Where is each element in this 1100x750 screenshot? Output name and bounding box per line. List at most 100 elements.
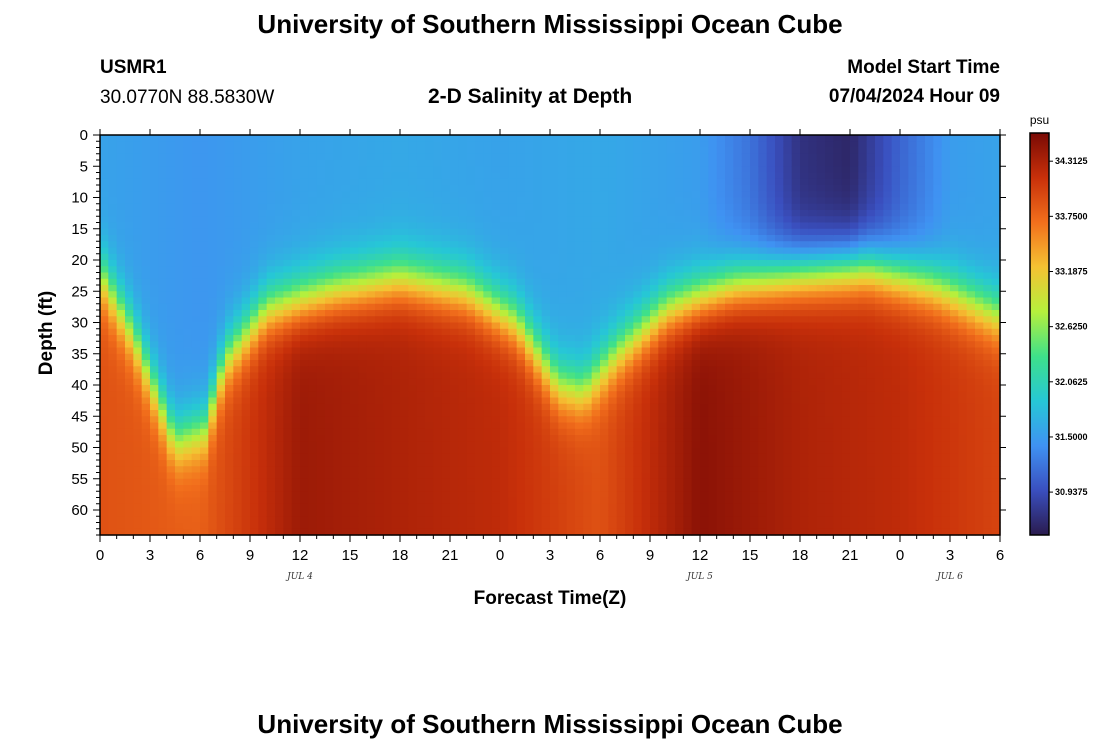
heatmap-cell xyxy=(500,297,509,305)
heatmap-cell xyxy=(708,291,718,299)
heatmap-cell xyxy=(316,528,326,536)
heatmap-cell xyxy=(683,185,693,192)
heatmap-cell xyxy=(683,228,693,236)
heatmap-cell xyxy=(608,453,618,461)
heatmap-cell xyxy=(533,328,543,336)
heatmap-cell xyxy=(575,197,584,205)
heatmap-cell xyxy=(125,153,134,161)
heatmap-cell xyxy=(650,360,659,367)
heatmap-cell xyxy=(650,253,659,261)
heatmap-cell xyxy=(275,272,284,280)
heatmap-cell xyxy=(483,297,493,305)
heatmap-cell xyxy=(183,310,193,317)
heatmap-cell xyxy=(666,197,676,205)
heatmap-cell xyxy=(691,160,701,167)
heatmap-cell xyxy=(591,447,601,455)
heatmap-cell xyxy=(675,316,684,324)
heatmap-cell xyxy=(266,310,276,317)
heatmap-cell xyxy=(716,260,726,267)
heatmap-cell xyxy=(658,341,668,349)
heatmap-cell xyxy=(458,291,468,299)
heatmap-cell xyxy=(608,191,618,199)
heatmap-cell xyxy=(150,460,159,467)
heatmap-cell xyxy=(358,147,368,155)
heatmap-cell xyxy=(375,335,384,342)
heatmap-cell xyxy=(683,491,693,499)
heatmap-cell xyxy=(491,191,501,199)
heatmap-cell xyxy=(116,472,126,480)
heatmap-cell xyxy=(325,491,334,499)
heatmap-cell xyxy=(625,410,634,417)
heatmap-cell xyxy=(416,516,426,524)
heatmap-cell xyxy=(525,210,534,217)
heatmap-cell xyxy=(533,285,543,292)
heatmap-cell xyxy=(175,428,184,436)
heatmap-cell xyxy=(216,528,226,536)
heatmap-cell xyxy=(158,278,168,286)
heatmap-cell xyxy=(216,416,226,424)
heatmap-cell xyxy=(308,253,318,261)
heatmap-cell xyxy=(108,291,118,299)
heatmap-cell xyxy=(700,222,709,230)
heatmap-cell xyxy=(733,466,743,474)
heatmap-cell xyxy=(633,410,643,417)
heatmap-cell xyxy=(400,197,409,205)
heatmap-cell xyxy=(633,235,643,242)
heatmap-cell xyxy=(575,253,584,261)
heatmap-cell xyxy=(700,497,709,505)
heatmap-cell xyxy=(516,435,526,442)
heatmap-cell xyxy=(141,153,151,161)
heatmap-cell xyxy=(150,210,159,217)
heatmap-cell xyxy=(408,378,418,386)
heatmap-cell xyxy=(141,303,151,311)
heatmap-cell xyxy=(108,485,118,492)
heatmap-cell xyxy=(483,466,493,474)
heatmap-cell xyxy=(241,447,251,455)
heatmap-cell xyxy=(741,141,751,149)
heatmap-cell xyxy=(100,466,109,474)
heatmap-cell xyxy=(166,403,176,411)
heatmap-cell xyxy=(275,253,284,261)
heatmap-cell xyxy=(600,422,609,430)
heatmap-cell xyxy=(616,460,626,467)
heatmap-cell xyxy=(566,203,576,211)
heatmap-cell xyxy=(533,253,543,261)
heatmap-cell xyxy=(608,291,618,299)
heatmap-cell xyxy=(316,235,326,242)
heatmap-cell xyxy=(475,303,484,311)
heatmap-cell xyxy=(616,435,626,442)
heatmap-cell xyxy=(508,453,518,461)
heatmap-cell xyxy=(658,360,668,367)
heatmap-cell xyxy=(433,403,443,411)
heatmap-cell xyxy=(241,253,251,261)
heatmap-cell xyxy=(383,372,393,380)
heatmap-cell xyxy=(408,353,418,361)
heatmap-cell xyxy=(441,435,451,442)
heatmap-cell xyxy=(341,441,351,449)
heatmap-cell xyxy=(725,147,734,155)
heatmap-cell xyxy=(633,416,643,424)
heatmap-cell xyxy=(100,397,109,405)
heatmap-cell xyxy=(466,491,476,499)
heatmap-cell xyxy=(633,185,643,192)
heatmap-cell xyxy=(533,316,543,324)
heatmap-cell xyxy=(558,441,568,449)
heatmap-cell xyxy=(633,210,643,217)
heatmap-cell xyxy=(533,141,543,149)
heatmap-cell xyxy=(658,228,668,236)
heatmap-cell xyxy=(425,328,434,336)
heatmap-cell xyxy=(741,453,751,461)
heatmap-cell xyxy=(391,260,401,267)
heatmap-cell xyxy=(366,472,376,480)
heatmap-cell xyxy=(275,247,284,255)
heatmap-cell xyxy=(350,310,359,317)
heatmap-cell xyxy=(458,460,468,467)
heatmap-cell xyxy=(416,278,426,286)
heatmap-cell xyxy=(508,491,518,499)
heatmap-cell xyxy=(650,191,659,199)
heatmap-cell xyxy=(683,166,693,174)
heatmap-cell xyxy=(108,360,118,367)
heatmap-cell xyxy=(408,247,418,255)
heatmap-cell xyxy=(416,403,426,411)
heatmap-cell xyxy=(300,191,309,199)
